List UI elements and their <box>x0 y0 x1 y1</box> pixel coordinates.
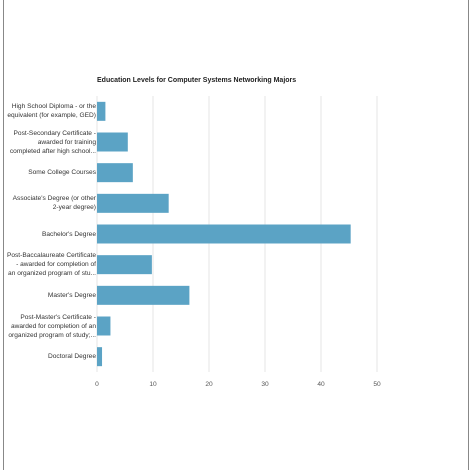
category-label-4: Bachelor's Degree <box>4 230 96 239</box>
category-label-line: Some College Courses <box>28 169 96 177</box>
category-label-line: Post-Secondary Certificate - <box>13 129 96 137</box>
category-label-5: Post-Baccalaureate Certificate - awarded … <box>4 251 96 278</box>
category-label-line: organized program of study;... <box>8 331 96 339</box>
category-label-line: Post-Master's Certificate - <box>20 313 96 321</box>
category-label-line: Associate's Degree (or other <box>12 195 96 203</box>
x-tick-label-20: 20 <box>205 381 213 388</box>
category-label-line: an organized program of stu... <box>8 270 96 278</box>
bar-4[interactable] <box>97 224 351 244</box>
category-label-line: awarded for completion of an <box>10 322 96 330</box>
x-tick-label-50: 50 <box>373 381 381 388</box>
bar-8[interactable] <box>97 347 103 367</box>
category-label-line: Doctoral Degree <box>47 353 96 361</box>
bar-1[interactable] <box>97 132 128 152</box>
category-label-7: Post-Master's Certificate - awarded for c… <box>4 313 96 340</box>
category-label-line: - awarded for completion of <box>16 261 96 269</box>
category-label-line: Master's Degree <box>47 291 96 299</box>
category-label-line: High School Diploma - or the <box>11 103 96 111</box>
bar-2[interactable] <box>97 163 133 183</box>
bar-6[interactable] <box>97 285 190 305</box>
category-label-line: awarded for training <box>37 138 96 146</box>
x-tick-label-10: 10 <box>149 381 157 388</box>
category-label-line: Bachelor's Degree <box>41 230 96 238</box>
bar-5[interactable] <box>97 255 152 275</box>
x-tick-label-40: 40 <box>317 381 325 388</box>
bar-3[interactable] <box>97 193 169 213</box>
x-tick-label-0: 0 <box>95 381 99 388</box>
category-label-2: Some College Courses <box>4 168 96 177</box>
chart-title: Education Levels for Computer Systems Ne… <box>97 77 297 84</box>
category-label-8: Doctoral Degree <box>4 352 96 361</box>
category-label-6: Master's Degree <box>4 291 96 300</box>
x-tick-label-30: 30 <box>261 381 269 388</box>
category-label-0: High School Diploma - or the equivalent (… <box>4 102 96 120</box>
bar-7[interactable] <box>97 316 111 336</box>
category-label-3: Associate's Degree (or other 2-year degre… <box>4 194 96 212</box>
category-label-line: 2-year degree) <box>52 204 96 212</box>
category-label-line: completed after high school... <box>9 147 96 155</box>
category-label-1: Post-Secondary Certificate - awarded for … <box>4 129 96 156</box>
category-label-line: equivalent (for example, GED) <box>7 112 96 120</box>
bar-0[interactable] <box>97 101 106 121</box>
category-label-line: Post-Baccalaureate Certificate <box>6 252 96 260</box>
